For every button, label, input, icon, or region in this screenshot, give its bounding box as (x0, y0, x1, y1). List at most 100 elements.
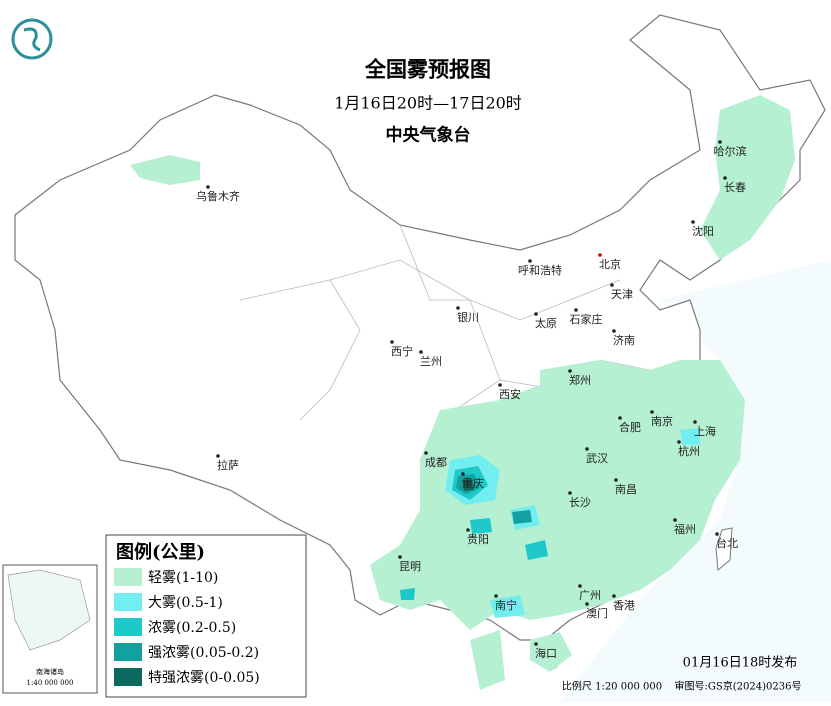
city-dot (650, 410, 654, 414)
city-label: 贵阳 (467, 533, 489, 546)
legend-label: 强浓雾(0.05-0.2) (148, 645, 259, 661)
city-label: 兰州 (420, 355, 442, 368)
city-label: 南宁 (495, 598, 517, 612)
city-dot (461, 472, 465, 476)
city-label: 郑州 (569, 373, 591, 387)
issued-time: 01月16日18时发布 (683, 655, 798, 671)
city-label: 哈尔滨 (714, 144, 747, 158)
city-dot (612, 329, 616, 333)
map-scale: 比例尺 1:20 000 000 (562, 680, 662, 693)
legend-swatch (114, 593, 142, 611)
city-dot (612, 594, 616, 598)
city-label: 重庆 (462, 476, 484, 490)
city-dot (568, 491, 572, 495)
city-label: 台北 (716, 536, 738, 550)
city-dot (390, 340, 394, 344)
inset-map (7, 569, 91, 651)
city-dot (494, 594, 498, 598)
city-dot (574, 308, 578, 312)
city-dot (568, 369, 572, 373)
city-label: 昆明 (399, 560, 421, 573)
city-dot (585, 447, 589, 451)
city-dot (398, 555, 402, 559)
city-dot (578, 584, 582, 588)
city-label: 石家庄 (570, 312, 603, 326)
inset-label: 南海诸岛 (36, 667, 64, 676)
city-label: 长春 (724, 181, 746, 194)
legend-label: 浓雾(0.2-0.5) (148, 620, 236, 636)
city-dot (677, 440, 681, 444)
sea (560, 260, 831, 702)
city-label: 武汉 (586, 452, 608, 465)
city-dot (614, 478, 618, 482)
fog-light (700, 95, 795, 260)
period: 1月16日20时—17日20时 (334, 94, 522, 113)
city-dot (534, 312, 538, 316)
city-label: 香港 (613, 599, 635, 612)
city-label: 合肥 (619, 420, 641, 434)
legend-title: 图例(公里) (116, 541, 205, 563)
city-label: 福州 (674, 522, 696, 536)
city-label: 拉萨 (217, 458, 239, 472)
taiwan-outline (715, 527, 733, 571)
logo-mark (23, 27, 41, 52)
fog-strong (456, 474, 532, 524)
city-dot (691, 220, 695, 224)
fog-light (130, 155, 200, 185)
legend-swatch (114, 568, 142, 586)
city-dot (673, 518, 677, 522)
city-dot (618, 416, 622, 420)
city-label: 天津 (611, 288, 633, 301)
city-dot (610, 283, 614, 287)
legend-label: 大雾(0.5-1) (148, 595, 223, 611)
city-label: 海口 (535, 646, 557, 660)
city-dot (419, 350, 423, 354)
city-label: 银川 (457, 310, 479, 324)
city-label: 上海 (694, 424, 716, 438)
city-dot (466, 528, 470, 532)
city-label: 广州 (579, 589, 601, 602)
legend-label: 特强浓雾(0-0.05) (148, 670, 260, 686)
city-label: 太原 (535, 317, 557, 330)
legend-swatch (114, 643, 142, 661)
city-label: 济南 (613, 333, 635, 347)
city-dot (216, 454, 220, 458)
city-dot (585, 602, 589, 606)
logo (11, 18, 53, 60)
map-approval: 审图号:GS京(2024)0236号 (675, 680, 802, 693)
legend-items: 轻雾(1-10) 大雾(0.5-1) 浓雾(0.2-0.5) 强浓雾(0.05-0.2… (114, 568, 260, 686)
legend-swatch (114, 668, 142, 686)
fog-light (470, 630, 572, 690)
cities: 乌鲁木齐 哈尔滨长春沈阳北京天津 呼和浩特银川太原 石家庄济南西宁兰州郑州西安合肥 南京… (196, 140, 747, 660)
city-dot (498, 383, 502, 387)
city-label: 南京 (651, 414, 673, 428)
city-dot (424, 451, 428, 455)
city-label: 南昌 (615, 483, 637, 496)
city-label: 成都 (425, 456, 447, 469)
city-dot (723, 176, 727, 180)
city-label: 西安 (499, 387, 521, 401)
city-dot (534, 642, 538, 646)
city-label: 澳门 (586, 606, 608, 620)
legend-swatch (114, 618, 142, 636)
city-label: 北京 (599, 257, 621, 271)
fog-thick (400, 466, 548, 600)
legend-label: 轻雾(1-10) (148, 570, 218, 586)
city-dot (528, 259, 532, 263)
fog-light (370, 360, 745, 630)
city-dot (206, 185, 210, 189)
city-dot (693, 420, 697, 424)
city-label: 乌鲁木齐 (196, 189, 240, 203)
title: 全国雾预报图 (364, 57, 491, 82)
city-dot (456, 306, 460, 310)
city-dot (715, 532, 719, 536)
inset-scale: 1:40 000 000 (27, 679, 74, 687)
city-label: 西宁 (391, 344, 413, 358)
city-label: 沈阳 (692, 224, 714, 238)
city-label: 杭州 (678, 444, 700, 458)
city-dot (598, 253, 602, 257)
city-label: 长沙 (569, 496, 591, 509)
issuer: 中央气象台 (386, 125, 471, 146)
city-label: 呼和浩特 (518, 263, 562, 277)
